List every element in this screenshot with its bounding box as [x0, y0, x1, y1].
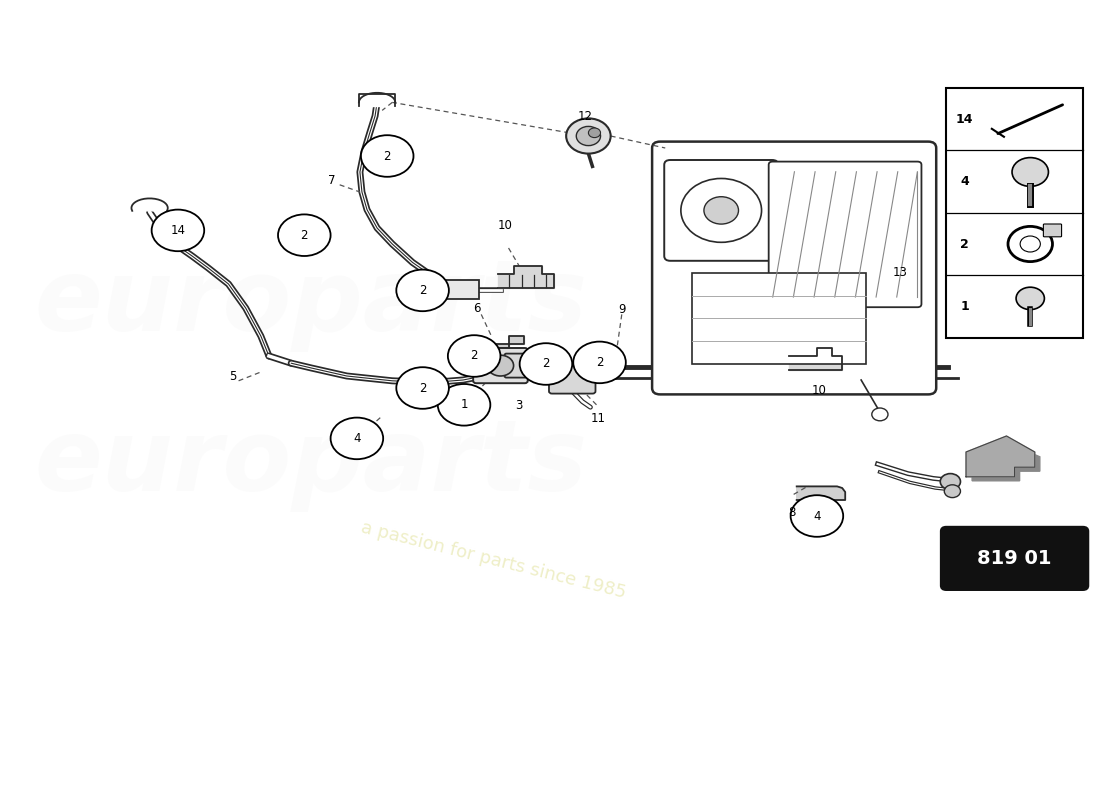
Circle shape: [361, 135, 414, 177]
Text: 2: 2: [300, 229, 308, 242]
Polygon shape: [478, 336, 524, 348]
Text: 1: 1: [960, 300, 969, 313]
Text: 14: 14: [956, 113, 974, 126]
Text: 2: 2: [419, 382, 427, 394]
Text: 4: 4: [813, 510, 821, 522]
Circle shape: [872, 408, 888, 421]
Text: 13: 13: [892, 266, 907, 278]
Text: 10: 10: [498, 219, 513, 232]
FancyBboxPatch shape: [942, 527, 1088, 590]
Bar: [946, 88, 1082, 338]
FancyBboxPatch shape: [549, 365, 595, 394]
Circle shape: [438, 384, 491, 426]
Text: europarts: europarts: [35, 415, 587, 513]
FancyBboxPatch shape: [769, 162, 922, 307]
Text: 2: 2: [419, 284, 427, 297]
Text: 5: 5: [229, 370, 236, 382]
Text: 4: 4: [960, 175, 969, 188]
Text: 12: 12: [578, 110, 593, 122]
Bar: [692, 273, 867, 364]
Circle shape: [448, 335, 501, 377]
Text: 6: 6: [473, 302, 481, 314]
Circle shape: [681, 178, 761, 242]
FancyBboxPatch shape: [1044, 224, 1061, 237]
Circle shape: [152, 210, 205, 251]
Circle shape: [1016, 287, 1044, 310]
Polygon shape: [498, 266, 554, 288]
Text: 14: 14: [170, 224, 186, 237]
Polygon shape: [796, 486, 845, 500]
Text: 2: 2: [471, 350, 477, 362]
Circle shape: [573, 342, 626, 383]
Circle shape: [278, 214, 331, 256]
Circle shape: [944, 485, 960, 498]
Circle shape: [588, 128, 601, 138]
Text: europarts: europarts: [35, 255, 587, 353]
FancyBboxPatch shape: [664, 160, 778, 261]
Circle shape: [519, 343, 572, 385]
Text: 2: 2: [596, 356, 603, 369]
Text: 8: 8: [788, 506, 795, 518]
Text: 1: 1: [460, 398, 467, 411]
Polygon shape: [972, 441, 1040, 481]
FancyBboxPatch shape: [473, 348, 528, 383]
Polygon shape: [359, 93, 395, 102]
Circle shape: [331, 418, 383, 459]
Circle shape: [566, 118, 610, 154]
Circle shape: [1012, 158, 1048, 186]
Text: 11: 11: [591, 412, 606, 425]
Circle shape: [704, 197, 738, 224]
Text: 4: 4: [353, 432, 361, 445]
Circle shape: [396, 270, 449, 311]
Text: 819 01: 819 01: [977, 549, 1052, 568]
Bar: [443, 280, 480, 299]
Polygon shape: [966, 436, 1035, 477]
Circle shape: [791, 495, 844, 537]
Text: 2: 2: [384, 150, 390, 162]
Circle shape: [487, 355, 514, 376]
Circle shape: [940, 474, 960, 490]
Circle shape: [396, 367, 449, 409]
FancyBboxPatch shape: [652, 142, 936, 394]
Text: 10: 10: [812, 384, 826, 397]
Text: 9: 9: [618, 303, 626, 316]
Polygon shape: [789, 348, 843, 370]
Circle shape: [576, 126, 601, 146]
Text: 3: 3: [515, 399, 522, 412]
Text: a passion for parts since 1985: a passion for parts since 1985: [359, 518, 628, 602]
Circle shape: [1008, 226, 1053, 262]
FancyBboxPatch shape: [505, 354, 527, 378]
Text: 7: 7: [328, 174, 336, 186]
Polygon shape: [132, 198, 167, 211]
Text: 2: 2: [960, 238, 969, 250]
Polygon shape: [359, 96, 395, 106]
Circle shape: [1020, 236, 1041, 252]
Text: 2: 2: [542, 358, 550, 370]
